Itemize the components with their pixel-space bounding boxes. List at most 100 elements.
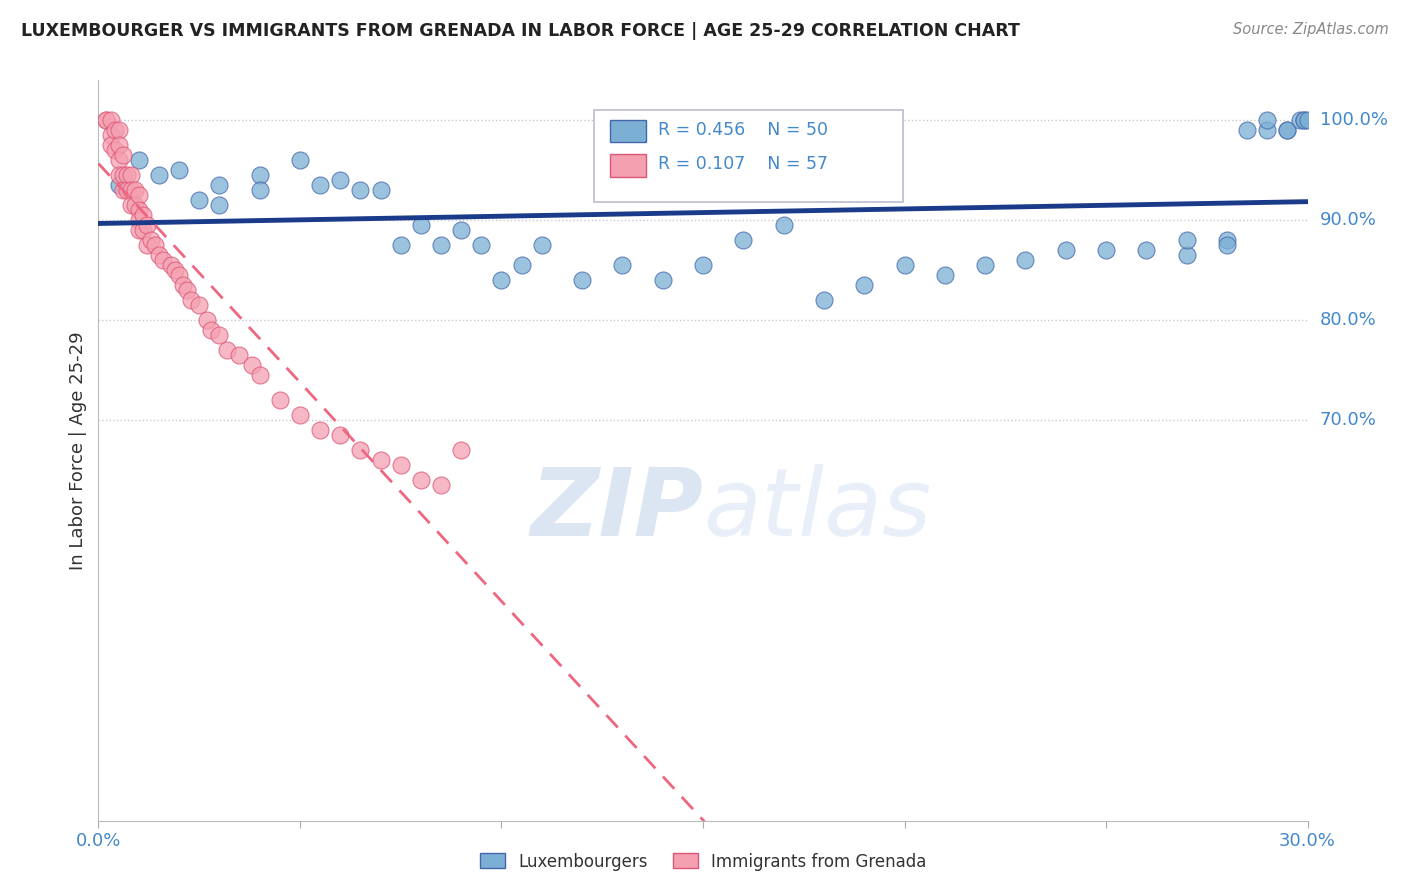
FancyBboxPatch shape <box>595 110 903 202</box>
Point <box>1135 244 1157 258</box>
Legend: Luxembourgers, Immigrants from Grenada: Luxembourgers, Immigrants from Grenada <box>471 844 935 879</box>
Point <box>208 198 231 212</box>
Y-axis label: In Labor Force | Age 25-29: In Labor Force | Age 25-29 <box>69 331 87 570</box>
Point <box>200 323 222 337</box>
Point <box>430 478 453 492</box>
Point <box>180 293 202 308</box>
Point <box>107 138 129 153</box>
Point <box>115 169 138 183</box>
Text: 100.0%: 100.0% <box>1320 112 1388 129</box>
Point <box>132 223 155 237</box>
Point <box>1256 123 1278 137</box>
Point <box>934 268 956 283</box>
Point <box>349 443 371 458</box>
Text: Source: ZipAtlas.com: Source: ZipAtlas.com <box>1233 22 1389 37</box>
Point <box>1296 113 1319 128</box>
Point <box>128 213 150 227</box>
Point <box>853 278 876 293</box>
Point <box>103 123 125 137</box>
Point <box>389 238 412 252</box>
Point <box>124 183 146 197</box>
Point <box>228 348 250 362</box>
Point <box>176 284 198 298</box>
Point <box>128 203 150 218</box>
Point <box>389 458 412 473</box>
Point <box>450 443 472 458</box>
Point <box>1216 233 1239 247</box>
Point <box>148 169 170 183</box>
Point <box>249 183 271 197</box>
Point <box>120 183 142 197</box>
Point <box>249 169 271 183</box>
Point <box>491 273 513 287</box>
Text: atlas: atlas <box>703 464 931 555</box>
Point <box>172 278 194 293</box>
Point <box>430 238 453 252</box>
Point <box>692 259 714 273</box>
Point <box>103 144 125 158</box>
Point <box>813 293 835 308</box>
Point <box>135 238 157 252</box>
Point <box>217 343 239 358</box>
Point <box>160 259 183 273</box>
Text: 80.0%: 80.0% <box>1320 311 1376 329</box>
Point <box>309 178 332 193</box>
Point <box>470 238 492 252</box>
Point <box>1054 244 1077 258</box>
Point <box>208 178 231 193</box>
Point <box>450 223 472 237</box>
Point <box>1256 113 1278 128</box>
Point <box>111 169 134 183</box>
Point <box>893 259 915 273</box>
Point <box>111 183 134 197</box>
Point <box>571 273 593 287</box>
Point <box>115 183 138 197</box>
Point <box>409 474 432 488</box>
Text: 70.0%: 70.0% <box>1320 411 1376 429</box>
Point <box>128 223 150 237</box>
Point <box>1292 113 1315 128</box>
Point <box>128 188 150 202</box>
Text: ZIP: ZIP <box>530 464 703 556</box>
Point <box>240 359 263 373</box>
Point <box>120 198 142 212</box>
Point <box>409 219 432 233</box>
Point <box>195 313 218 327</box>
Point <box>107 153 129 168</box>
Point <box>1175 248 1198 262</box>
Point <box>269 393 291 408</box>
Point <box>132 208 155 222</box>
Point <box>329 428 352 442</box>
Point <box>1216 238 1239 252</box>
Point <box>1292 113 1315 128</box>
Point <box>651 273 673 287</box>
Point <box>208 328 231 343</box>
Point <box>1277 123 1299 137</box>
Point <box>974 259 997 273</box>
Point <box>128 153 150 168</box>
Text: R = 0.107    N = 57: R = 0.107 N = 57 <box>658 155 828 173</box>
Point <box>329 173 352 187</box>
Point <box>288 409 311 423</box>
Point <box>188 194 211 208</box>
Point <box>370 183 392 197</box>
Point <box>349 183 371 197</box>
FancyBboxPatch shape <box>610 154 647 177</box>
Point <box>167 268 190 283</box>
Point <box>612 259 634 273</box>
Point <box>288 153 311 168</box>
Point <box>1236 123 1258 137</box>
Point <box>188 298 211 312</box>
Point <box>111 148 134 162</box>
Point <box>139 233 162 247</box>
Point <box>249 368 271 383</box>
Point <box>120 169 142 183</box>
Text: 90.0%: 90.0% <box>1320 211 1376 229</box>
Point <box>96 113 118 128</box>
Point <box>148 248 170 262</box>
Point <box>510 259 533 273</box>
Point <box>1095 244 1118 258</box>
Point <box>96 113 118 128</box>
Point <box>163 263 186 277</box>
Point <box>1277 123 1299 137</box>
